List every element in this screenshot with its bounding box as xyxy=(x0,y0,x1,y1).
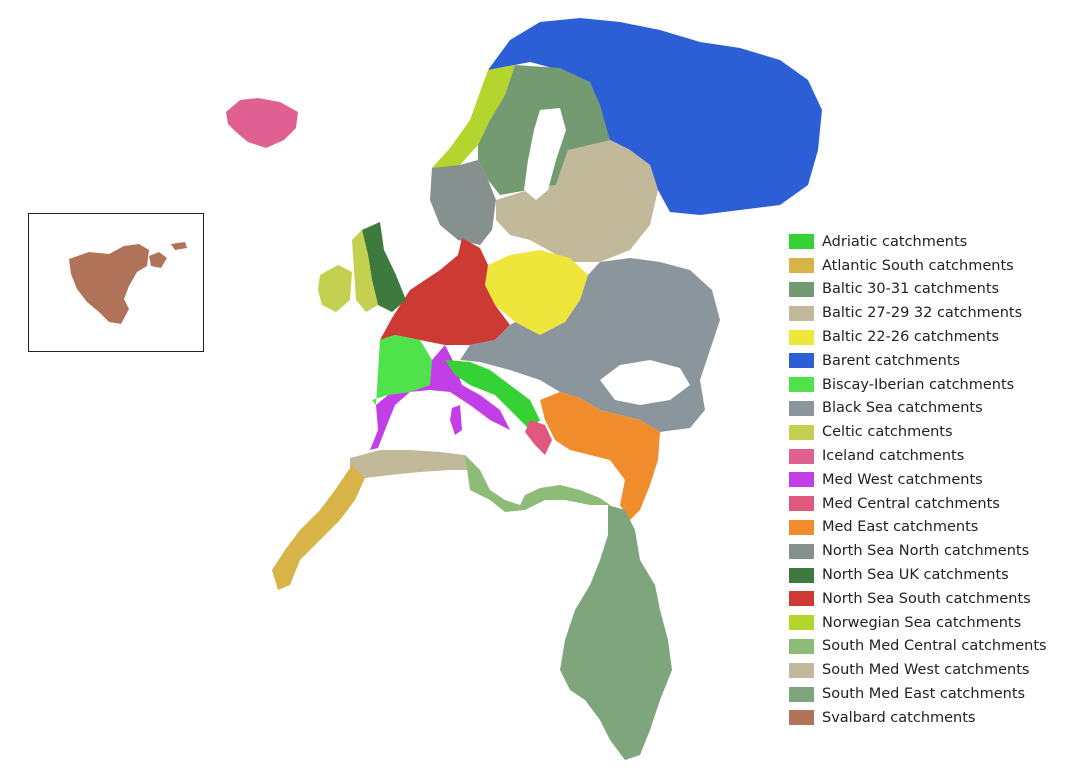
legend-swatch xyxy=(789,710,814,726)
region-biscay-iberian xyxy=(330,335,432,455)
region-med-west xyxy=(370,345,510,450)
legend-swatch xyxy=(789,662,814,678)
legend-item: Baltic 22-26 catchments xyxy=(789,325,1047,349)
region-north-sea-south xyxy=(380,238,510,345)
region-south-med-east xyxy=(560,505,672,760)
legend-swatch xyxy=(789,591,814,607)
region-north-sea-north xyxy=(430,160,496,245)
legend-item: Atlantic South catchments xyxy=(789,254,1047,278)
region-south-med-west xyxy=(350,450,470,478)
legend-swatch xyxy=(789,448,814,464)
legend-label: Barent catchments xyxy=(822,352,961,369)
legend-swatch xyxy=(789,234,814,250)
region-baltic-27-29 xyxy=(496,140,658,262)
sea-bothnia xyxy=(524,108,566,200)
legend-item: Med East catchments xyxy=(789,516,1047,540)
svalbard-map xyxy=(69,242,187,324)
legend-item: Baltic 27-29 32 catchments xyxy=(789,301,1047,325)
legend-label: North Sea UK catchments xyxy=(822,567,1009,584)
legend-swatch xyxy=(789,543,814,559)
legend-label: South Med West catchments xyxy=(822,662,1030,679)
legend-label: Med West catchments xyxy=(822,471,983,488)
legend-swatch xyxy=(789,567,814,583)
legend-item: South Med Central catchments xyxy=(789,635,1047,659)
legend-label: Norwegian Sea catchments xyxy=(822,614,1022,631)
legend-label: North Sea North catchments xyxy=(822,543,1030,560)
legend-label: Baltic 22-26 catchments xyxy=(822,329,1000,346)
legend-swatch xyxy=(789,377,814,393)
legend-item: Iceland catchments xyxy=(789,444,1047,468)
legend-swatch xyxy=(789,400,814,416)
legend-item: Baltic 30-31 catchments xyxy=(789,278,1047,302)
legend-label: Med East catchments xyxy=(822,519,979,536)
region-celtic xyxy=(318,230,378,312)
legend-item: Svalbard catchments xyxy=(789,706,1047,730)
region-islands xyxy=(450,405,462,435)
region-norwegian-sea xyxy=(432,65,515,172)
legend-swatch xyxy=(789,305,814,321)
region-baltic-22-26 xyxy=(485,250,588,335)
legend-label: Atlantic South catchments xyxy=(822,257,1014,274)
legend-item: Black Sea catchments xyxy=(789,397,1047,421)
region-med-central xyxy=(525,420,552,455)
legend-label: Med Central catchments xyxy=(822,495,1000,512)
legend-item: North Sea North catchments xyxy=(789,539,1047,563)
legend-item: Biscay-Iberian catchments xyxy=(789,373,1047,397)
legend-label: South Med Central catchments xyxy=(822,638,1047,655)
region-med-east xyxy=(540,392,660,520)
region-svalbard xyxy=(69,242,187,324)
legend-label: Celtic catchments xyxy=(822,424,953,441)
sea-black xyxy=(600,360,690,405)
legend-item: South Med East catchments xyxy=(789,682,1047,706)
legend-label: South Med East catchments xyxy=(822,686,1026,703)
region-south-med-central xyxy=(465,455,610,512)
region-atlantic-south xyxy=(272,465,365,590)
region-iceland xyxy=(226,98,298,148)
legend-swatch xyxy=(789,638,814,654)
legend-swatch xyxy=(789,353,814,369)
legend-item: North Sea South catchments xyxy=(789,587,1047,611)
legend-swatch xyxy=(789,686,814,702)
legend-item: Med West catchments xyxy=(789,468,1047,492)
legend-item: Med Central catchments xyxy=(789,492,1047,516)
legend-item: Adriatic catchments xyxy=(789,230,1047,254)
region-north-sea-uk xyxy=(362,222,406,312)
legend-label: Baltic 27-29 32 catchments xyxy=(822,305,1023,322)
legend-item: Norwegian Sea catchments xyxy=(789,611,1047,635)
legend-item: North Sea UK catchments xyxy=(789,563,1047,587)
legend-label: Biscay-Iberian catchments xyxy=(822,376,1015,393)
legend-label: Baltic 30-31 catchments xyxy=(822,281,1000,298)
region-adriatic xyxy=(445,360,540,430)
legend-swatch xyxy=(789,472,814,488)
legend-swatch xyxy=(789,329,814,345)
legend-label: Svalbard catchments xyxy=(822,709,976,726)
legend-swatch xyxy=(789,281,814,297)
legend-swatch xyxy=(789,258,814,274)
legend-item: Barent catchments xyxy=(789,349,1047,373)
legend-item: Celtic catchments xyxy=(789,420,1047,444)
legend-swatch xyxy=(789,424,814,440)
legend-swatch xyxy=(789,519,814,535)
legend-item: South Med West catchments xyxy=(789,658,1047,682)
legend-label: North Sea South catchments xyxy=(822,590,1031,607)
region-barent xyxy=(488,18,822,215)
legend-label: Iceland catchments xyxy=(822,448,965,465)
legend-swatch xyxy=(789,615,814,631)
legend-label: Black Sea catchments xyxy=(822,400,983,417)
svalbard-inset xyxy=(28,213,204,352)
legend-swatch xyxy=(789,496,814,512)
legend-label: Adriatic catchments xyxy=(822,233,968,250)
legend: Adriatic catchments Atlantic South catchm… xyxy=(789,230,1047,730)
